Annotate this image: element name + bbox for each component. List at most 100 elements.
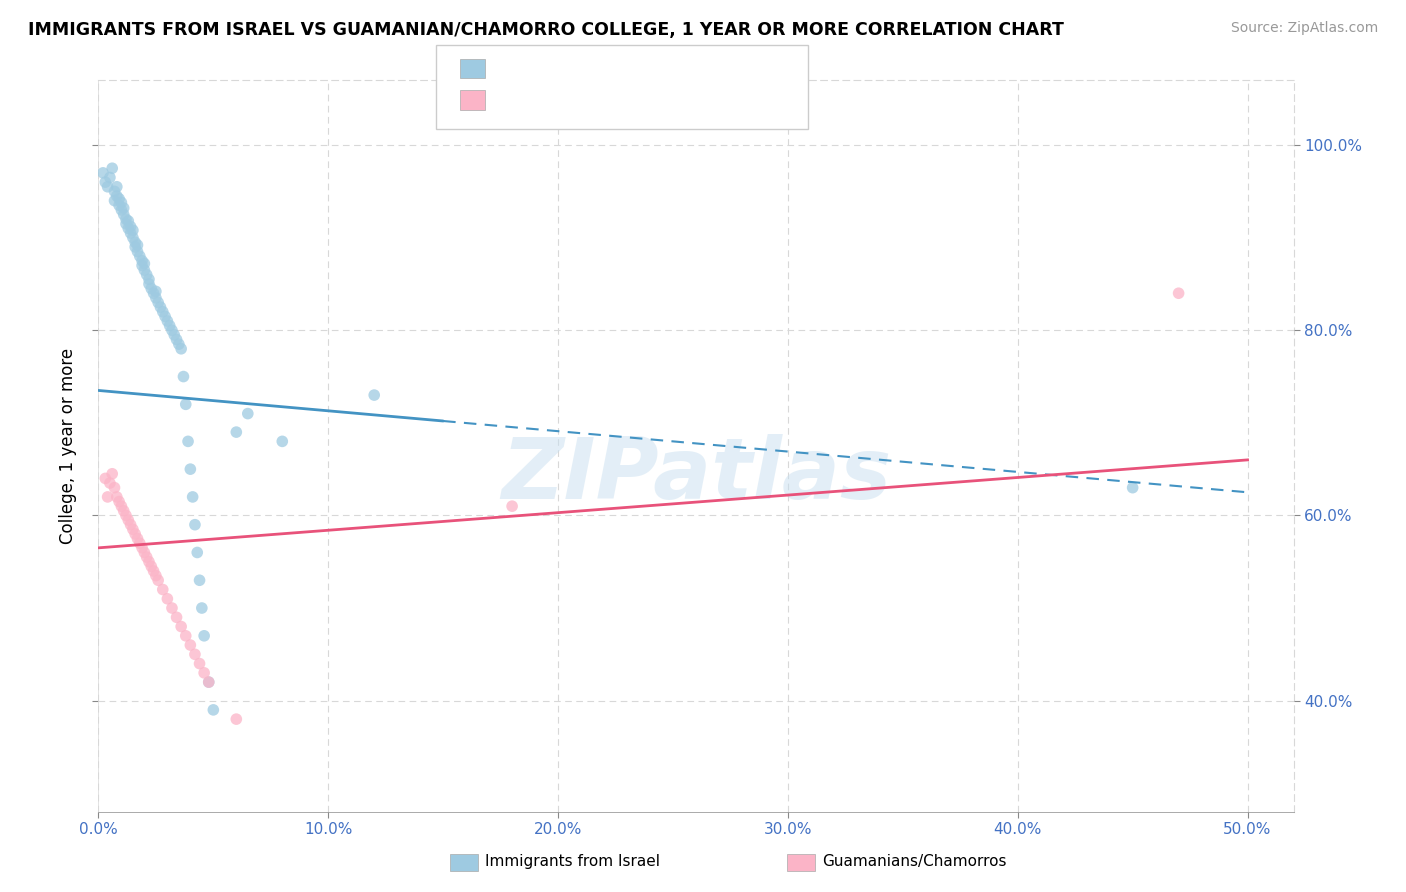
Point [120,517,142,532]
Point [105,189,128,203]
Point [124,235,146,250]
Point [170,342,193,356]
Point [108,494,131,508]
Point [120,219,142,234]
Point [156,314,179,328]
Point [101,161,124,176]
Point [188,657,211,671]
Point [97,179,120,194]
Point [197,675,219,690]
Point [110,499,132,513]
Point [94,471,117,485]
Point [501,499,523,513]
Point [94,175,117,189]
Point [166,610,188,624]
Point [145,285,167,299]
Point [103,481,125,495]
Text: Guamanians/Chamorros: Guamanians/Chamorros [823,854,1007,869]
Point [167,337,190,351]
Point [142,286,165,301]
Point [134,257,156,271]
Y-axis label: College, 1 year or more: College, 1 year or more [59,348,77,544]
Point [134,263,156,277]
Point [97,490,120,504]
Point [120,226,142,240]
Point [184,648,207,662]
Point [117,513,139,527]
Point [138,277,160,291]
Point [174,629,197,643]
Text: 38: 38 [654,90,676,108]
Point [236,407,259,421]
Point [101,467,124,481]
Point [1122,481,1144,495]
Point [191,601,214,615]
Point [177,434,200,449]
Point [131,253,153,268]
Point [148,295,170,310]
Point [105,179,128,194]
Point [135,268,157,282]
Text: Source: ZipAtlas.com: Source: ZipAtlas.com [1230,21,1378,35]
Point [148,574,170,588]
Text: -0.066: -0.066 [531,59,591,77]
Point [145,568,167,582]
Point [128,249,150,263]
Text: N =: N = [619,59,655,77]
Point [170,619,193,633]
Point [271,434,294,449]
Point [127,244,149,259]
Point [103,194,125,208]
Point [152,582,174,597]
Point [225,712,247,726]
Text: N =: N = [619,90,655,108]
Point [134,545,156,559]
Point [145,291,167,305]
Point [131,541,153,555]
Point [188,574,211,588]
Point [115,217,138,231]
Point [166,333,188,347]
Point [131,259,153,273]
Point [179,462,201,476]
Point [108,198,131,212]
Point [110,202,132,217]
Point [98,476,121,491]
Point [112,504,135,518]
Point [110,195,132,210]
Point [115,508,138,523]
Point [156,591,179,606]
Point [138,555,160,569]
Point [103,185,125,199]
Point [135,550,157,565]
Text: ZIPatlas: ZIPatlas [501,434,891,516]
Point [112,201,135,215]
Point [124,527,146,541]
Point [181,490,204,504]
Point [141,282,163,296]
Point [127,238,149,252]
Point [108,192,131,206]
Point [159,318,181,333]
Point [98,170,121,185]
Point [202,703,225,717]
Point [128,536,150,550]
Point [117,221,139,235]
Point [174,397,197,411]
Text: IMMIGRANTS FROM ISRAEL VS GUAMANIAN/CHAMORRO COLLEGE, 1 YEAR OR MORE CORRELATION: IMMIGRANTS FROM ISRAEL VS GUAMANIAN/CHAM… [28,21,1064,38]
Point [117,214,139,228]
Point [163,327,186,342]
Point [153,310,176,324]
Point [225,425,247,439]
Point [152,304,174,318]
Point [122,522,145,536]
Point [149,300,172,314]
Point [124,240,146,254]
Point [193,665,215,680]
Point [122,230,145,244]
Point [184,517,207,532]
Text: Immigrants from Israel: Immigrants from Israel [485,854,659,869]
Text: 67: 67 [654,59,676,77]
Point [197,675,219,690]
Text: R =: R = [496,90,533,108]
